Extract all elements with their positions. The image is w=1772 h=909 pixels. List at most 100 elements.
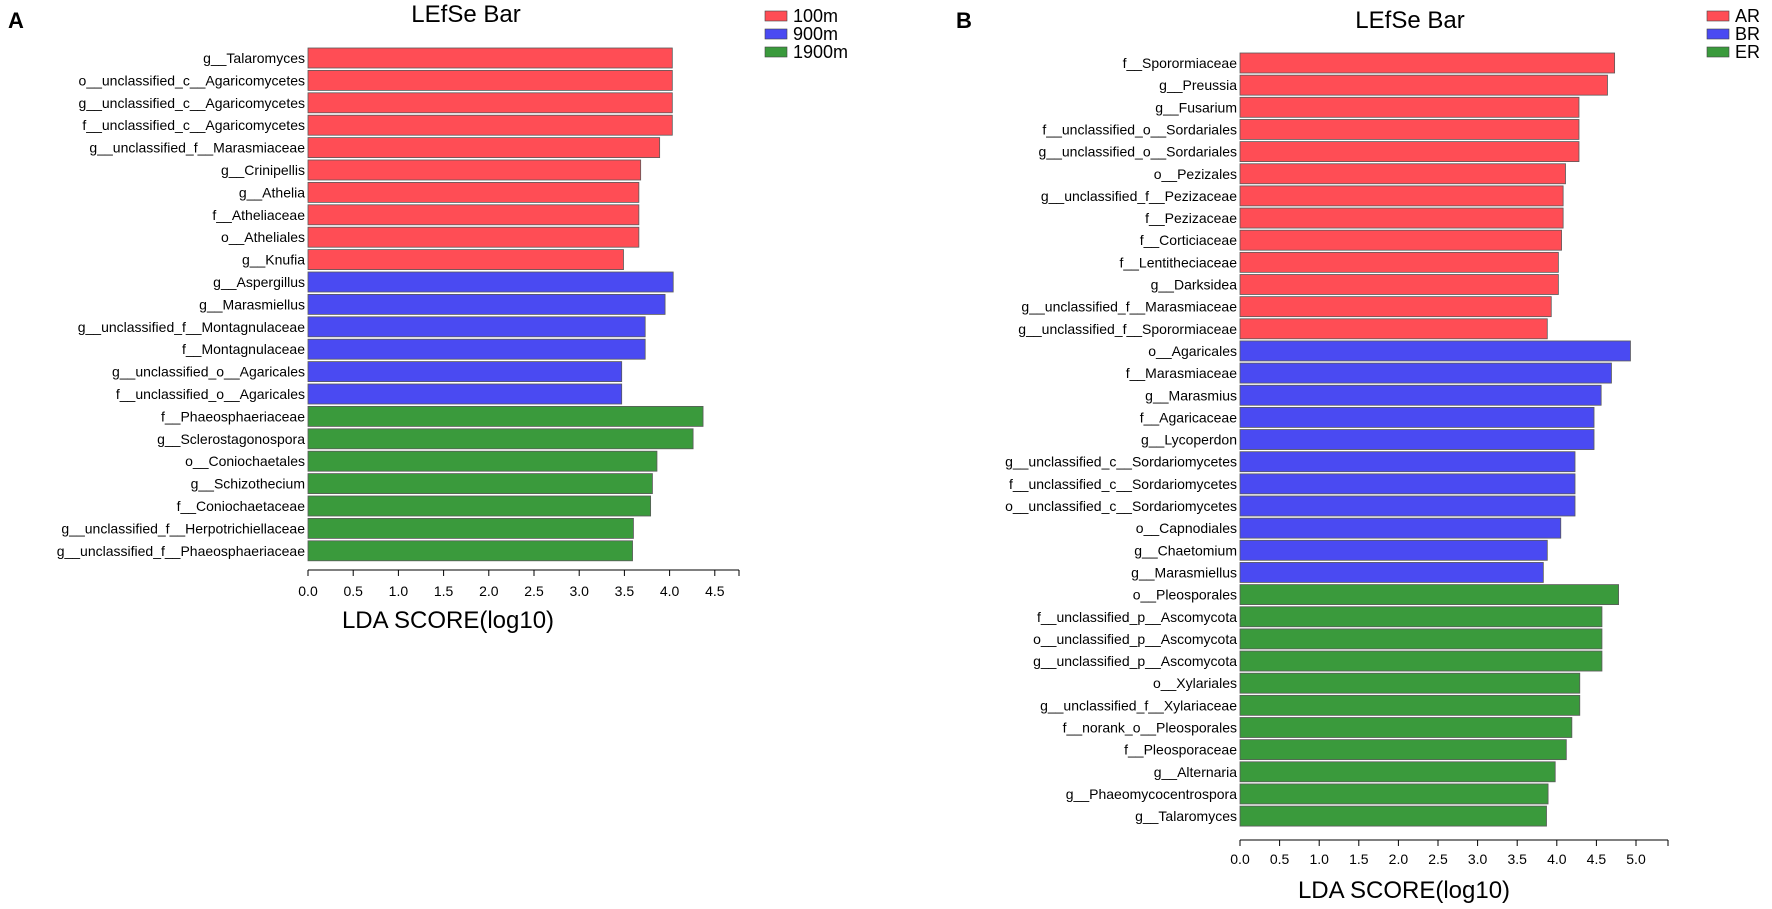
panel-b-category-label: o__Pleosporales bbox=[1133, 587, 1237, 603]
panel-a-category-label: g__unclassified_f__Herpotrichiellaceae bbox=[61, 520, 305, 536]
panel-b-bar bbox=[1239, 761, 1556, 783]
panel-b-category-label: o__Pezizales bbox=[1154, 166, 1237, 182]
panel-a-category-label: o__Coniochaetales bbox=[185, 453, 305, 469]
panel-a-bar bbox=[307, 47, 673, 69]
panel-b-category-label: g__Phaeomycocentrospora bbox=[1066, 786, 1237, 802]
panel-a-legend-swatch bbox=[764, 46, 788, 58]
panel-b-legend-swatch bbox=[1706, 46, 1730, 58]
panel-a-category-label: g__unclassified_o__Agaricales bbox=[112, 364, 305, 380]
panel-b-category-label: g__unclassified_f__Xylariaceae bbox=[1040, 697, 1237, 713]
panel-a-x-tick-label: 4.5 bbox=[705, 583, 725, 599]
panel-b-bar bbox=[1239, 495, 1576, 517]
panel-a-bar bbox=[307, 405, 704, 427]
panel-b-bar bbox=[1239, 672, 1581, 694]
panel-a-category-label: f__Coniochaetaceae bbox=[177, 498, 306, 514]
panel-b-legend-label: ER bbox=[1735, 42, 1760, 62]
panel-b-category-label: g__Talaromyces bbox=[1135, 808, 1237, 824]
panel-b-bar bbox=[1239, 717, 1573, 738]
panel-a-category-label: g__Knufia bbox=[242, 252, 305, 268]
panel-a-category-label: g__Aspergillus bbox=[213, 274, 305, 290]
panel-a-bar bbox=[307, 518, 634, 539]
panel-b-category-label: g__unclassified_p__Ascomycota bbox=[1033, 653, 1237, 669]
panel-b-bar bbox=[1239, 163, 1566, 185]
panel-b-x-tick-label: 0.5 bbox=[1270, 851, 1290, 867]
panel-a-chart: g__Talaromyces o__unclassified_c__Agarico… bbox=[57, 6, 848, 599]
panel-b-bar bbox=[1239, 562, 1544, 583]
panel-b-bar bbox=[1239, 296, 1552, 318]
panel-b-category-label: g__Preussia bbox=[1159, 77, 1237, 93]
panel-a-bar bbox=[307, 249, 624, 271]
panel-b-category-label: g__Lycoperdon bbox=[1141, 432, 1237, 448]
panel-a-bar bbox=[307, 92, 673, 114]
panel-a-category-label: g__Crinipellis bbox=[221, 162, 305, 178]
panel-a-bar bbox=[307, 450, 658, 472]
panel-b-letter: B bbox=[956, 8, 972, 33]
panel-b-category-label: o__Agaricales bbox=[1148, 343, 1237, 359]
panel-b-category-label: o__Xylariales bbox=[1153, 675, 1237, 691]
panel-b-category-label: g__Marasmius bbox=[1145, 387, 1237, 403]
panel-a-category-label: g__Athelia bbox=[239, 184, 305, 200]
panel-b-bar bbox=[1239, 251, 1559, 273]
panel-a-legend-swatch bbox=[764, 28, 788, 40]
panel-a-legend-swatch bbox=[764, 10, 788, 22]
panel-a-x-tick-label: 0.5 bbox=[343, 583, 363, 599]
panel-a-bar bbox=[307, 316, 646, 338]
panel-b-bar bbox=[1239, 473, 1576, 495]
panel-a-category-label: o__Atheliales bbox=[221, 229, 305, 245]
panel-a-x-tick-label: 2.5 bbox=[524, 583, 544, 599]
panel-b-bar bbox=[1239, 451, 1576, 473]
panel-b-category-label: f__unclassified_c__Sordariomycetes bbox=[1009, 476, 1237, 492]
panel-b-category-label: o__unclassified_c__Sordariomycetes bbox=[1005, 498, 1237, 514]
panel-b-bar bbox=[1239, 783, 1549, 805]
panel-b-category-label: g__unclassified_o__Sordariales bbox=[1039, 144, 1237, 160]
panel-a-category-label: g__Sclerostagonospora bbox=[157, 431, 305, 447]
panel-b-category-label: o__unclassified_p__Ascomycota bbox=[1033, 631, 1237, 647]
panel-a-bar bbox=[307, 428, 694, 450]
panel-a-category-label: f__Phaeosphaeriaceae bbox=[161, 408, 305, 424]
panel-a-category-label: f__unclassified_o__Agaricales bbox=[116, 386, 305, 402]
panel-b-bar bbox=[1239, 340, 1631, 362]
panel-b-category-label: g__Darksidea bbox=[1151, 277, 1238, 293]
panel-b-bar bbox=[1239, 96, 1580, 118]
panel-a-x-tick-label: 2.0 bbox=[479, 583, 499, 599]
panel-a-bar bbox=[307, 226, 640, 248]
panel-b-bar bbox=[1239, 694, 1581, 716]
panel-b-bar bbox=[1239, 384, 1602, 406]
panel-a-bar bbox=[307, 159, 642, 181]
panel-b-bar bbox=[1239, 628, 1603, 650]
panel-b-category-label: g__Chaetomium bbox=[1134, 542, 1237, 558]
panel-b-x-tick-label: 4.5 bbox=[1587, 851, 1607, 867]
panel-b-category-label: g__unclassified_f__Pezizaceae bbox=[1041, 188, 1237, 204]
panel-b-category-label: f__unclassified_o__Sordariales bbox=[1042, 121, 1237, 137]
panel-b-category-label: g__unclassified_f__Marasmiaceae bbox=[1021, 299, 1237, 315]
panel-b-bar bbox=[1239, 650, 1603, 672]
panel-a-category-label: f__Montagnulaceae bbox=[182, 341, 305, 357]
panel-a-x-axis-title: LDA SCORE(log10) bbox=[342, 607, 554, 634]
panel-a-x-tick-label: 3.0 bbox=[569, 583, 589, 599]
panel-b-chart: f__Sporormiaceae g__Preussia g__Fusarium f_… bbox=[1005, 6, 1760, 867]
panel-a-category-label: g__Marasmiellus bbox=[199, 296, 305, 312]
panel-a-legend-label: 900m bbox=[793, 24, 838, 44]
panel-b-category-label: f__unclassified_p__Ascomycota bbox=[1037, 609, 1237, 625]
panel-b-bar bbox=[1239, 362, 1612, 384]
panel-b-category-label: f__Corticiaceae bbox=[1140, 232, 1237, 248]
panel-b-legend-swatch bbox=[1706, 28, 1730, 40]
panel-b-category-label: g__Alternaria bbox=[1154, 764, 1237, 780]
panel-a-category-label: g__Schizothecium bbox=[191, 476, 305, 492]
panel-a-bar bbox=[307, 473, 653, 495]
panel-b-title: LEfSe Bar bbox=[1355, 7, 1464, 34]
panel-a-category-label: o__unclassified_c__Agaricomycetes bbox=[79, 72, 305, 88]
panel-b-bar bbox=[1239, 739, 1567, 761]
panel-a-category-label: f__Atheliaceae bbox=[212, 207, 305, 223]
panel-b-bar bbox=[1239, 584, 1619, 605]
panel-b-x-tick-label: 3.5 bbox=[1507, 851, 1527, 867]
panel-b-category-label: g__Fusarium bbox=[1155, 99, 1237, 115]
panel-b-bar bbox=[1239, 805, 1547, 827]
panel-a-x-tick-label: 4.0 bbox=[660, 583, 680, 599]
panel-b-bar bbox=[1239, 318, 1548, 340]
panel-b-bar bbox=[1239, 74, 1608, 96]
panel-b-category-label: g__Marasmiellus bbox=[1131, 564, 1237, 580]
panel-b-x-tick-label: 5.0 bbox=[1626, 851, 1646, 867]
panel-a-bar bbox=[307, 271, 674, 293]
